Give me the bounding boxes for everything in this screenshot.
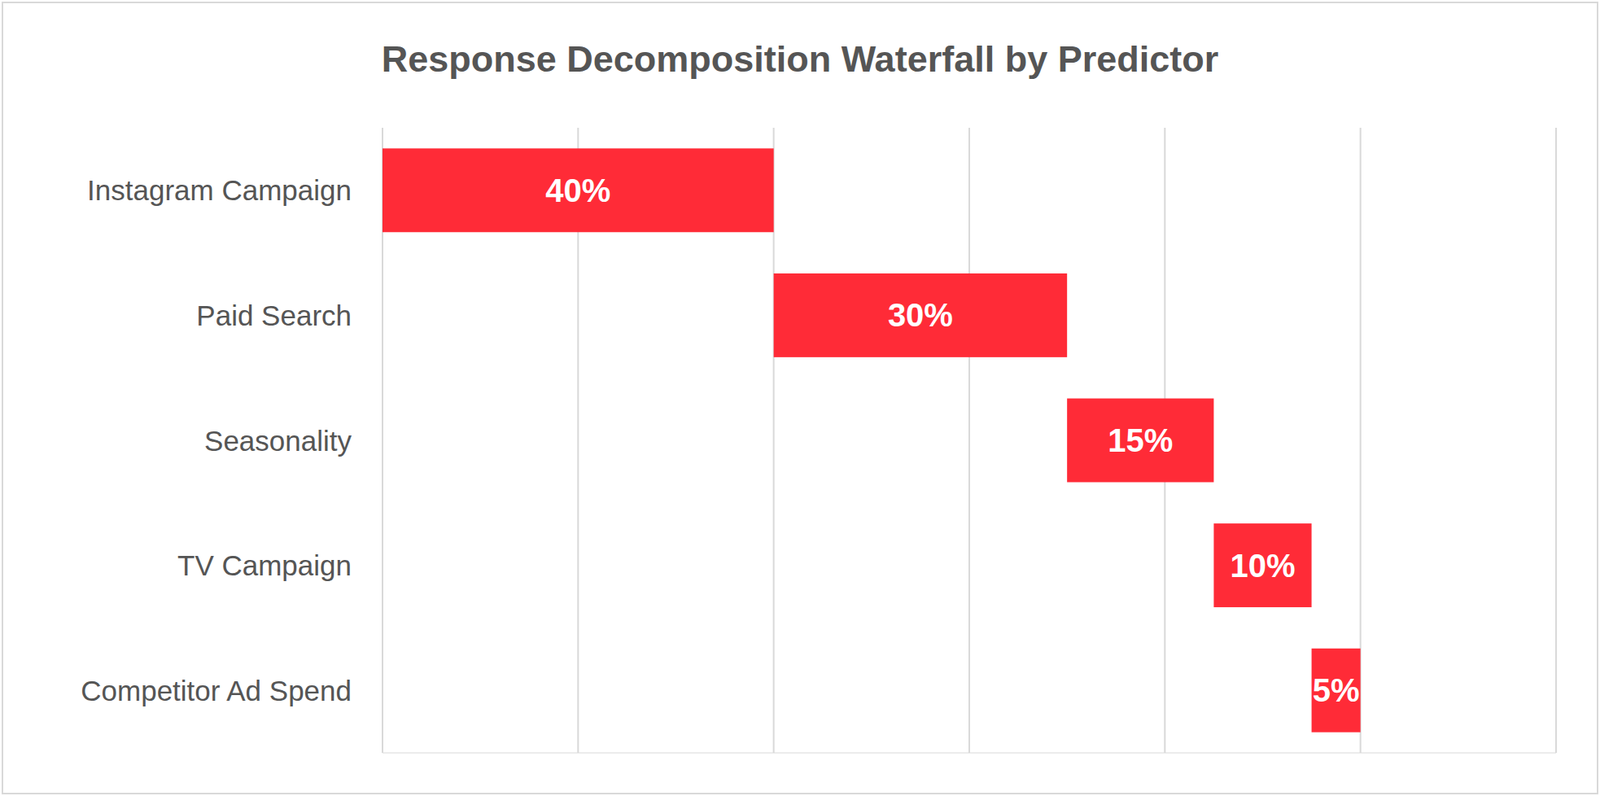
bar	[382, 148, 774, 232]
grid-line	[1555, 127, 1557, 753]
labels-group: Instagram Campaign 40% Paid Search 30% Seaso…	[80, 172, 1360, 709]
chart-border	[2, 2, 1598, 794]
bar	[1213, 523, 1312, 608]
data-label: 30%	[887, 297, 954, 333]
data-label: 40%	[545, 172, 611, 209]
bar	[1311, 648, 1361, 733]
chart-svg: Response Decomposition Waterfall by Pred…	[0, 0, 1600, 796]
data-label: 15%	[1107, 422, 1173, 459]
category-label: Paid Search	[196, 299, 352, 332]
data-label: 10%	[1229, 547, 1295, 584]
grid-line	[968, 127, 971, 753]
data-label: 5%	[1312, 672, 1360, 709]
chart-title: Response Decomposition Waterfall by Pred…	[381, 38, 1220, 80]
chart-container: Response Decomposition Waterfall by Pred…	[0, 0, 1600, 796]
bar	[1066, 398, 1214, 483]
bars-group	[382, 148, 1361, 732]
bar	[773, 273, 1068, 358]
category-label: Seasonality	[204, 424, 352, 457]
category-label: TV Campaign	[177, 549, 352, 582]
axis-line	[382, 752, 1557, 754]
category-label: Instagram Campaign	[87, 174, 352, 206]
category-label: Competitor Ad Spend	[80, 674, 352, 707]
